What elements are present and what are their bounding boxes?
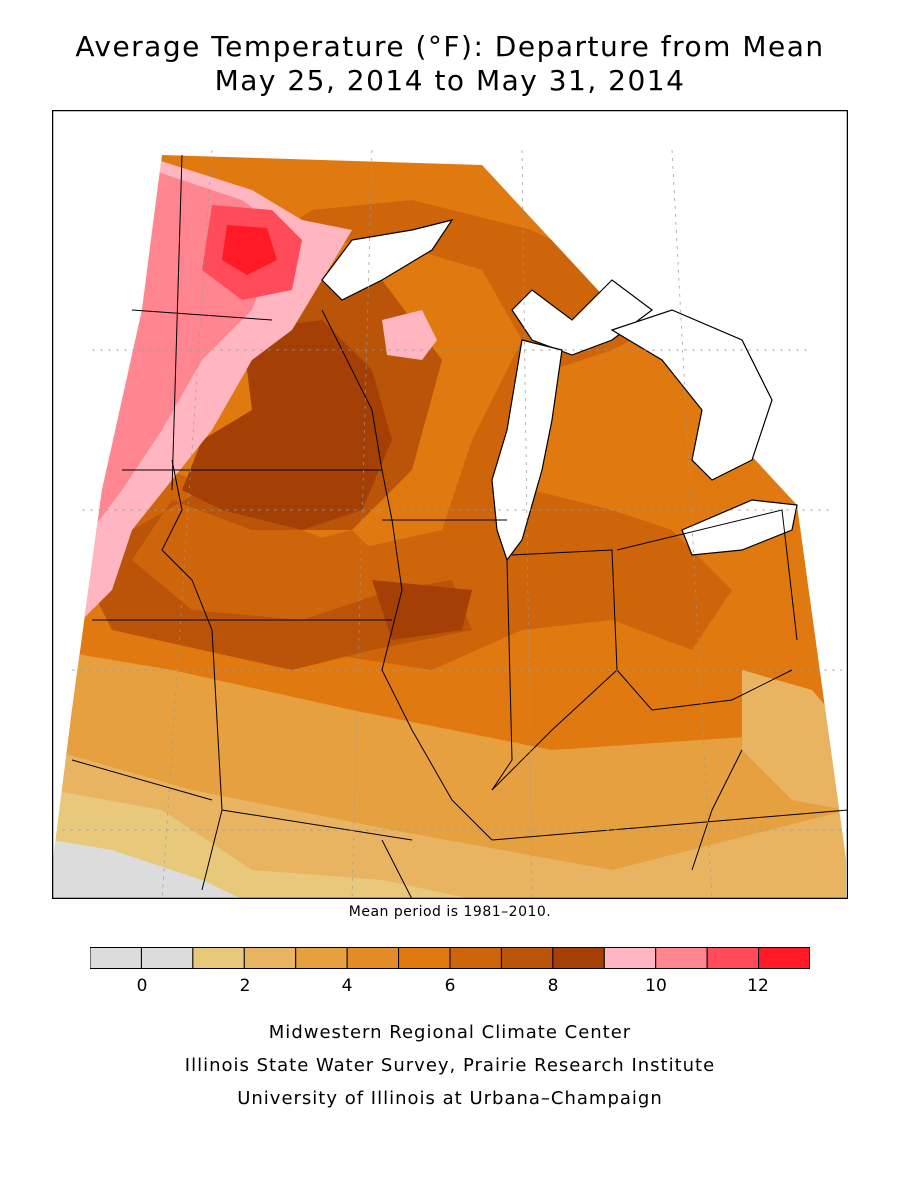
map-title-line-2: May 25, 2014 to May 31, 2014 (214, 64, 686, 97)
legend-swatch (90, 947, 142, 969)
band-east-2-3 (742, 670, 846, 810)
legend-swatch (552, 947, 605, 969)
credit-line-1: Midwestern Regional Climate Center (268, 1022, 632, 1043)
credit-line-3: University of Illinois at Urbana–Champai… (237, 1088, 663, 1109)
legend-tick-6: 6 (444, 976, 456, 996)
mean-period-note: Mean period is 1981–2010. (348, 904, 552, 920)
map-title-line-1: Average Temperature (°F): Departure from… (75, 30, 825, 63)
legend-tick-2: 2 (239, 976, 251, 996)
state-borders (71, 154, 849, 900)
band-6-7-pocket (312, 530, 372, 565)
lake-superior (321, 219, 454, 301)
legend-swatch (346, 947, 400, 969)
legend-swatch (295, 947, 348, 969)
legend-swatch (603, 947, 657, 969)
temperature-departure-map (51, 109, 849, 900)
band-2-3 (52, 750, 846, 899)
legend-swatch (243, 947, 297, 969)
color-legend (90, 947, 810, 969)
legend-swatch (449, 947, 502, 969)
band-12-13 (222, 225, 277, 275)
legend-swatch (140, 947, 194, 969)
lake-huron (610, 309, 773, 481)
legend-swatch (192, 947, 245, 969)
map-frame (51, 109, 849, 900)
legend-swatch (758, 947, 810, 969)
band-8-9-central (372, 580, 472, 640)
legend-tick-8: 8 (547, 976, 559, 996)
band-below-1 (52, 840, 242, 899)
band-8-9-west (182, 320, 392, 530)
lat-lon-grid (62, 149, 848, 900)
map-svg (51, 109, 849, 900)
lake-superior-east (511, 279, 653, 356)
legend-tick-10: 10 (645, 976, 667, 996)
band-9-10-upper-peninsula (382, 310, 437, 360)
legend-tick-12: 12 (747, 976, 769, 996)
legend-tick-4: 4 (341, 976, 353, 996)
lake-michigan (491, 339, 563, 562)
legend-swatch (398, 947, 451, 969)
legend-tick-0: 0 (136, 976, 148, 996)
legend-swatch (655, 947, 708, 969)
legend-swatch (500, 947, 554, 969)
credit-line-2: Illinois State Water Survey, Prairie Res… (184, 1055, 716, 1076)
legend-swatch (706, 947, 760, 969)
